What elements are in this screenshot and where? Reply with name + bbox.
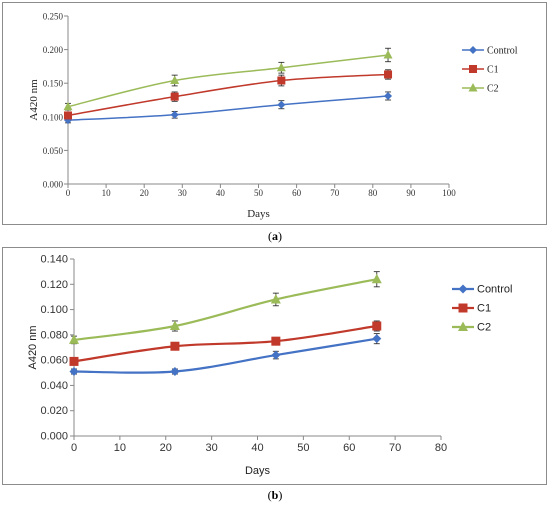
legend-label-c2: C2 [477,322,491,334]
y-tick-label: 0.250 [43,12,64,22]
series-line [67,95,389,121]
legend-label-control: Control [477,284,512,296]
y-tick-label: 0.040 [40,380,68,392]
y-tick-label: 0.200 [43,45,64,55]
data-point [276,62,286,72]
data-point [384,70,393,79]
legend-label-control: Control [487,46,518,57]
chart-b-y-axis-title: A420 nm [27,325,39,369]
data-point [372,334,382,344]
legend-marker-c2 [458,321,468,331]
data-point [64,111,72,120]
x-tick-label: 10 [114,442,126,454]
data-point [69,356,79,366]
y-tick-label: 0.000 [40,431,68,443]
data-point [372,321,382,331]
x-tick-label: 80 [435,442,447,454]
series-c2 [63,47,393,111]
series-control [64,91,393,125]
legend-label-c1: C1 [487,65,499,76]
legend-marker-c1 [458,303,468,313]
y-tick-label: 0.080 [40,329,68,341]
data-point [170,75,180,85]
chart-a-x-axis-title: Days [247,208,270,220]
x-tick-label: 10 [102,188,112,198]
legend-marker-control [458,284,468,294]
chart-a-caption: (a) [268,229,282,243]
x-tick-label: 20 [140,188,150,198]
x-tick-label: 0 [71,442,77,454]
chart-a-frame [2,2,547,225]
y-tick-label: 0.020 [40,405,68,417]
x-tick-label: 30 [178,188,188,198]
data-point [170,110,179,119]
data-point [170,341,180,351]
series-line [73,337,377,374]
x-tick-label: 50 [254,188,264,198]
data-point [69,367,79,377]
x-tick-label: 30 [206,442,218,454]
legend-marker-c1 [469,65,477,73]
legend-marker-control [469,46,477,54]
chart-b-caption-letter: b [271,488,279,502]
x-tick-label: 50 [297,442,309,454]
x-tick-label: 80 [368,188,378,198]
data-point [63,101,73,111]
y-tick-label: 0.000 [43,180,64,190]
y-tick-label: 0.150 [43,79,64,89]
y-tick-label: 0.100 [43,112,64,122]
y-tick-label: 0.050 [43,146,64,156]
x-tick-label: 70 [389,442,401,454]
data-point [371,273,382,284]
x-tick-label: 20 [160,442,172,454]
legend-label-c1: C1 [477,303,491,315]
x-tick-label: 70 [330,188,340,198]
data-point [69,334,79,344]
y-tick-label: 0.060 [40,355,68,367]
data-point [170,367,180,377]
data-point [170,92,179,101]
x-tick-label: 90 [406,188,416,198]
y-tick-label: 0.120 [40,279,68,291]
y-tick-label: 0.100 [40,304,68,316]
data-point [169,320,180,331]
data-point [383,49,393,59]
data-point [271,336,281,346]
data-point [270,293,281,304]
x-tick-label: 0 [66,188,71,198]
data-point [271,350,281,360]
series-c1 [64,69,393,120]
chart-b-frame [2,247,547,485]
legend-label-c2: C2 [487,84,499,95]
chart-b-x-axis-title: Days [245,465,271,477]
series-line [73,278,377,342]
series-c2 [69,271,382,345]
x-tick-label: 60 [292,188,302,198]
chart-a-caption-letter: a [272,229,278,243]
series-control [69,333,382,377]
series-line [67,73,389,117]
series-c1 [69,320,382,366]
x-tick-label: 100 [442,188,456,198]
x-tick-label: 40 [216,188,226,198]
series-line [67,54,389,108]
series-line [73,324,377,363]
y-tick-label: 0.140 [40,254,68,266]
legend-marker-c2 [468,83,478,92]
chart-a-y-axis-title: A420 nm [28,79,40,121]
data-point [277,76,286,85]
x-tick-label: 40 [251,442,263,454]
x-tick-label: 60 [343,442,355,454]
data-point [384,91,393,100]
chart-b-caption: (b) [267,488,283,502]
data-point [277,100,286,109]
